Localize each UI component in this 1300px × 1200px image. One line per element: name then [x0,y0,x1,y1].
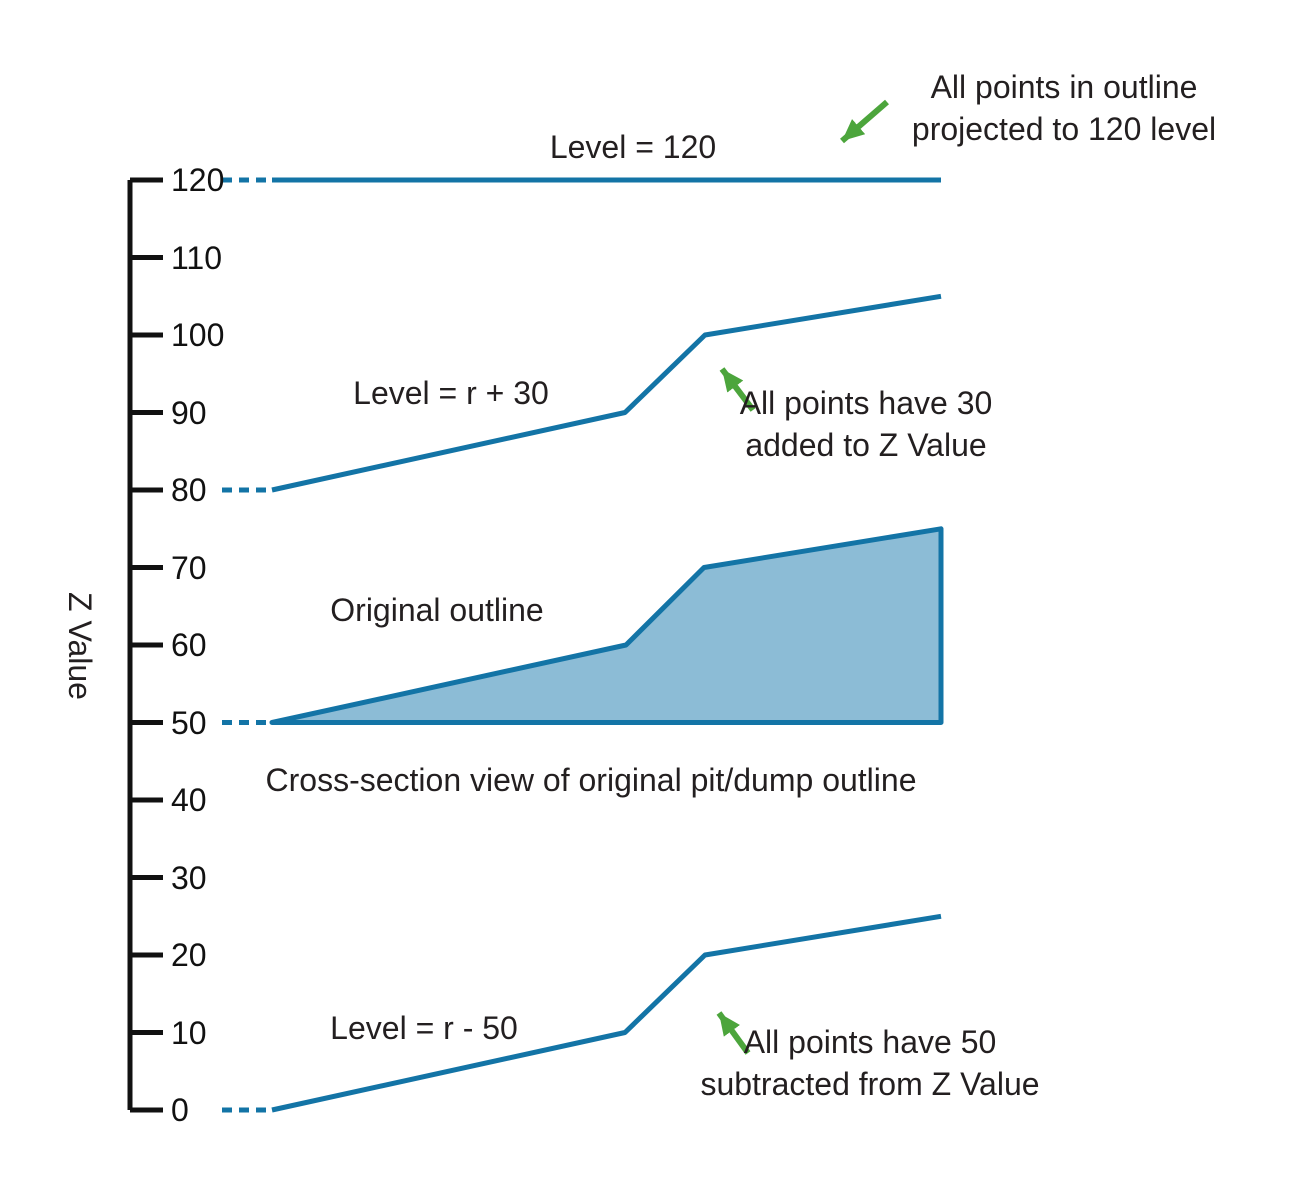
axis-tick-label: 20 [171,937,207,973]
axis-tick-label: 50 [171,704,207,741]
caption: Cross-section view of original pit/dump … [241,759,941,801]
level-r-minus-50-text: Level = r - 50 [330,1010,518,1046]
level-r-plus-30-label: Level = r + 30 [301,372,601,414]
original-outline-text: Original outline [330,592,544,628]
sub50-annotation: All points have 50 subtracted from Z Val… [695,1021,1045,1105]
axis-tick-label: 70 [171,549,207,586]
caption-text: Cross-section view of original pit/dump … [265,762,917,798]
axis-tick-label: 10 [171,1014,207,1051]
sub50-annotation-line2: subtracted from Z Value [700,1066,1040,1102]
axis-tick-label: 110 [171,239,223,276]
y-axis-title: Z Value [62,592,98,700]
sub50-annotation-line1: All points have 50 [743,1024,997,1060]
projected-annotation-line1: All points in outline [930,69,1198,105]
add30-annotation-line2: added to Z Value [745,427,987,463]
axis-tick-label: 100 [171,317,225,353]
level-r-minus-50-label: Level = r - 50 [274,1007,574,1049]
axis-tick-label: 120 [171,162,225,198]
arrow-projected-icon [840,99,889,144]
level-120-label: Level = 120 [483,126,783,168]
axis-tick-label: 0 [171,1092,189,1128]
outline-series [222,177,944,1113]
add30-annotation-line1: All points have 30 [739,385,993,421]
z-axis [127,177,163,1113]
projected-annotation-line2: projected to 120 level [911,111,1217,147]
arrow-add30-icon [719,367,756,412]
level-r-plus-30-text: Level = r + 30 [353,375,549,411]
axis-tick-label: 60 [171,627,207,663]
axis-tick-label: 80 [171,472,207,508]
axis-tick-label: 30 [171,859,207,896]
level-120-text: Level = 120 [549,129,717,165]
axis-tick-label: 40 [171,782,207,818]
axis-tick-label: 90 [171,394,207,431]
original-outline-label: Original outline [287,589,587,631]
add30-annotation: All points have 30 added to Z Value [716,382,1016,466]
arrow-sub50-icon [716,1011,751,1055]
projected-annotation: All points in outline projected to 120 l… [884,66,1244,150]
